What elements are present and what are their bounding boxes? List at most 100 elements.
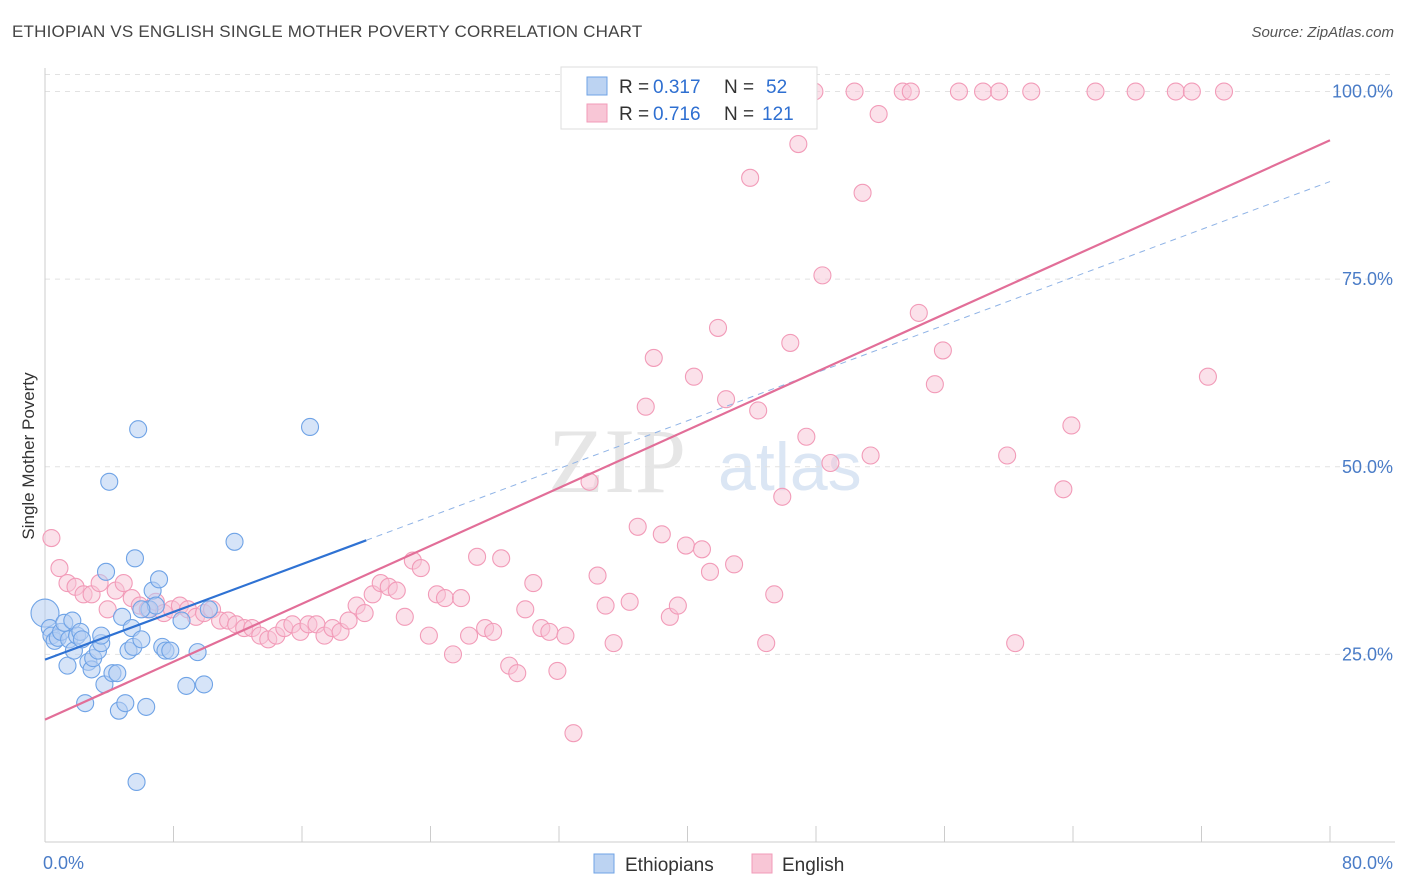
gridlines <box>45 74 1395 655</box>
source-label: Source: ZipAtlas.com <box>1251 24 1394 41</box>
legend-r-label-1: R = <box>619 77 649 98</box>
english-point <box>773 487 792 506</box>
legend-bottom-swatch-ethiopians <box>593 853 615 874</box>
english-point <box>668 596 687 615</box>
english-point <box>949 82 969 101</box>
legend-bottom-swatch-english <box>751 853 773 874</box>
ethiopians-point <box>58 656 77 675</box>
english-point <box>990 82 1009 101</box>
english-point <box>781 333 800 352</box>
english-point <box>813 266 832 285</box>
english-point <box>620 592 639 611</box>
english-point <box>821 453 840 473</box>
ethiopians-point <box>132 600 151 619</box>
legend-n-label-1: N = <box>724 77 754 98</box>
legend-r-value-2: 0.716 <box>653 104 701 125</box>
english-point <box>459 626 479 645</box>
english-point <box>355 604 374 623</box>
english-point <box>596 596 615 615</box>
ethiopians-point <box>161 641 180 660</box>
english-point <box>508 664 527 683</box>
legend-top: R = 0.317 N = 52 R = 0.716 N = 121 <box>560 66 818 130</box>
ethiopians-point <box>100 472 119 491</box>
english-point <box>1006 634 1025 653</box>
ethiopians-point <box>125 549 144 568</box>
legend-swatch-ethiopians <box>586 76 608 96</box>
english-point <box>395 607 414 626</box>
english-point <box>998 446 1017 465</box>
english-point <box>925 375 944 394</box>
ethiopians-point <box>225 532 244 551</box>
ethiopians-point <box>129 420 148 439</box>
legend-n-value-2: 121 <box>762 104 794 125</box>
english-point <box>636 397 655 416</box>
english-point <box>765 585 784 604</box>
y-tick-labels: 25.0% 50.0% 75.0% 100.0% <box>1332 82 1393 665</box>
x-axis-ticks <box>44 826 1331 842</box>
trend-lines <box>44 139 1331 721</box>
x-tick-label-max: 80.0% <box>1342 853 1393 873</box>
ethiopians-point <box>199 600 218 619</box>
english-point <box>700 562 720 581</box>
english-point <box>1062 416 1081 435</box>
english-point <box>524 574 543 593</box>
y-tick-label: 100.0% <box>1332 82 1393 102</box>
english-point <box>564 724 583 743</box>
english-point <box>588 566 607 585</box>
ethiopians-point <box>300 417 320 437</box>
y-tick-label: 50.0% <box>1342 457 1393 477</box>
english-point <box>708 318 728 337</box>
english-point <box>484 622 503 641</box>
y-tick-label: 75.0% <box>1342 269 1393 289</box>
english-point <box>725 555 744 574</box>
english-point <box>556 626 575 645</box>
english-point <box>741 168 760 187</box>
english-point <box>114 574 133 593</box>
english-point <box>869 104 888 124</box>
ethiopians-trend-line <box>44 539 367 661</box>
ethiopians-points <box>30 417 320 792</box>
english-point <box>1214 82 1234 101</box>
english-point <box>845 82 864 101</box>
legend-n-label-2: N = <box>724 104 754 125</box>
english-point <box>684 367 703 386</box>
english-point <box>973 82 993 101</box>
english-point <box>1086 82 1105 101</box>
english-point <box>853 183 872 202</box>
english-point <box>628 517 647 536</box>
legend-n-value-1: 52 <box>766 77 787 98</box>
english-point <box>933 341 952 360</box>
ethiopians-point <box>188 643 207 662</box>
english-point <box>1022 82 1041 101</box>
english-point <box>468 547 487 566</box>
english-point <box>789 134 808 154</box>
legend-r-label-2: R = <box>619 104 649 125</box>
english-point <box>1166 82 1185 101</box>
ethiopians-point <box>177 676 196 695</box>
ethiopians-point <box>149 570 169 589</box>
legend-swatch-english <box>586 103 608 123</box>
english-point <box>604 634 623 653</box>
english-point <box>797 427 816 446</box>
ethiopians-point <box>172 611 191 630</box>
english-point <box>1182 82 1201 101</box>
english-point <box>1054 480 1073 499</box>
english-point <box>1126 82 1145 101</box>
legend-bottom-label-english: English <box>782 855 844 876</box>
english-point <box>50 559 69 578</box>
x-tick-label-min: 0.0% <box>43 853 84 873</box>
legend-r-value-1: 0.317 <box>653 77 701 98</box>
ethiopians-point <box>108 664 127 683</box>
english-point <box>1198 367 1217 386</box>
english-point <box>548 661 567 680</box>
english-point <box>909 303 928 322</box>
legend-bottom: Ethiopians English <box>593 853 844 876</box>
english-point <box>435 589 455 608</box>
english-point <box>652 525 671 544</box>
ethiopians-point <box>132 630 151 649</box>
y-tick-label: 25.0% <box>1342 644 1393 664</box>
english-point <box>901 82 920 101</box>
ethiopians-point <box>116 694 135 713</box>
legend-bottom-label-ethiopians: Ethiopians <box>625 855 714 876</box>
